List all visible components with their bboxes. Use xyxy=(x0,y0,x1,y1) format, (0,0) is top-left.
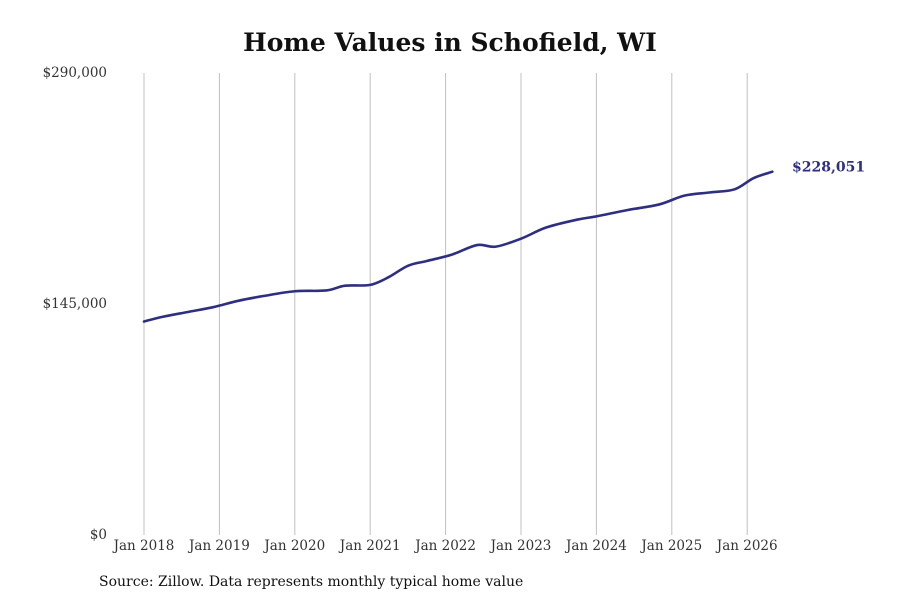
source-note: Source: Zillow. Data represents monthly … xyxy=(99,574,524,590)
x-axis: Jan 2018 Jan 2019 Jan 2020 Jan 2021 Jan 2022… xyxy=(112,538,778,554)
x-tick-label: Jan 2025 xyxy=(639,538,702,554)
x-tick-label: Jan 2021 xyxy=(338,538,401,554)
x-tick-label: Jan 2023 xyxy=(489,538,552,554)
x-tick-label: Jan 2019 xyxy=(187,538,250,554)
grid-lines xyxy=(143,73,748,535)
chart-title: Home Values in Schofield, WI xyxy=(243,28,657,57)
x-tick-label: Jan 2024 xyxy=(564,538,627,554)
y-tick-label: $290,000 xyxy=(43,65,107,81)
x-tick-label: Jan 2026 xyxy=(715,538,778,554)
home-value-line xyxy=(142,170,774,323)
x-tick-label: Jan 2020 xyxy=(262,538,325,554)
series-group: $228,051 xyxy=(142,160,865,323)
end-value-label: $228,051 xyxy=(792,160,865,176)
y-tick-label: $145,000 xyxy=(43,296,107,312)
x-tick-label: Jan 2018 xyxy=(112,538,175,554)
y-tick-label: $0 xyxy=(90,527,107,543)
x-tick-label: Jan 2022 xyxy=(413,538,476,554)
y-axis: $0 $145,000 $290,000 xyxy=(43,65,107,543)
